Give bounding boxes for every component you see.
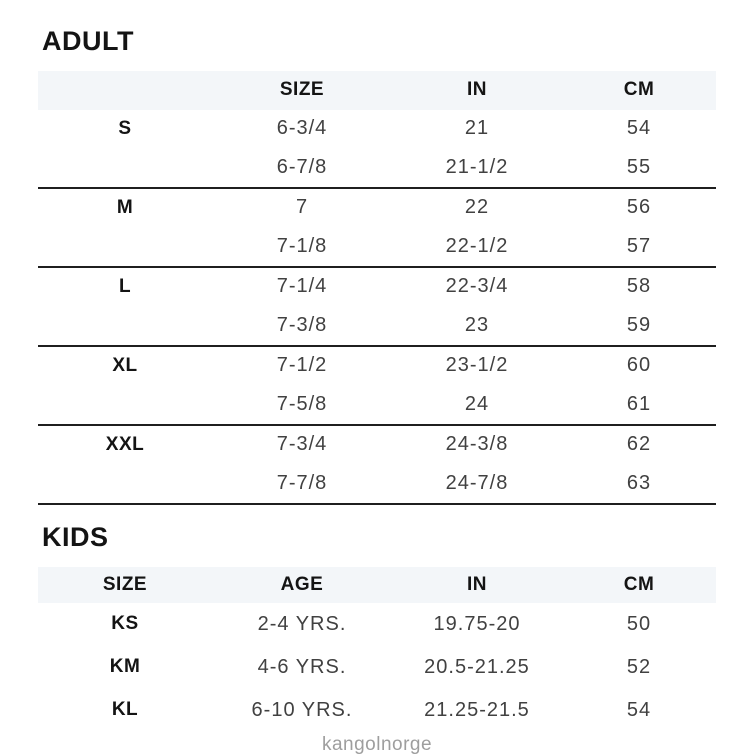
- inches-value: 24-3/8: [445, 433, 509, 456]
- table-row: M 7 22 56: [38, 189, 716, 228]
- inches-value: 24-7/8: [445, 471, 509, 494]
- age-value: 6-10 YRS.: [251, 698, 353, 721]
- hat-size-value: 7-3/4: [276, 433, 328, 456]
- size-label-empty: [38, 464, 212, 503]
- cm-value: 60: [626, 354, 652, 377]
- inches-value: 24: [464, 392, 490, 415]
- inches-value: 21-1/2: [445, 155, 509, 178]
- adult-header-size: SIZE: [279, 79, 325, 101]
- kids-header-in: IN: [467, 573, 487, 595]
- inches-value: 23-1/2: [445, 354, 509, 377]
- cm-value: 56: [626, 196, 652, 219]
- table-row: 7-5/8 24 61: [38, 385, 716, 424]
- kids-table-header-row: SIZE AGE IN CM: [38, 566, 716, 603]
- kids-header-cm: CM: [623, 573, 655, 595]
- table-row: 7-1/8 22-1/2 57: [38, 227, 716, 266]
- adult-header-blank: [38, 71, 212, 110]
- cm-value: 59: [626, 313, 652, 336]
- inches-value: 21.25-21.5: [424, 698, 530, 721]
- table-row: KM 4-6 YRS. 20.5-21.25 52: [38, 646, 716, 689]
- size-label: XXL: [105, 433, 145, 455]
- size-label: M: [116, 196, 134, 218]
- hat-size-value: 7-5/8: [276, 392, 328, 415]
- table-row: 7-7/8 24-7/8 63: [38, 464, 716, 503]
- adult-size-table: SIZE IN CM S 6-3/4 21 54 6-7/8 21-1/2 55…: [38, 71, 716, 505]
- size-label-empty: [38, 227, 212, 266]
- hat-size-value: 7-1/8: [276, 234, 328, 257]
- kids-header-age: AGE: [280, 573, 324, 595]
- kids-header-size: SIZE: [102, 573, 148, 595]
- size-label-empty: [38, 385, 212, 424]
- size-label-empty: [38, 306, 212, 345]
- size-label: KS: [111, 613, 139, 634]
- size-label-empty: [38, 148, 212, 187]
- hat-size-value: 6-7/8: [276, 155, 328, 178]
- cm-value: 61: [626, 392, 652, 415]
- cm-value: 55: [626, 155, 652, 178]
- table-row: 7-3/8 23 59: [38, 306, 716, 345]
- table-row: XXL 7-3/4 24-3/8 62: [38, 426, 716, 465]
- table-row: S 6-3/4 21 54: [38, 110, 716, 149]
- table-row: KL 6-10 YRS. 21.25-21.5 54: [38, 689, 716, 732]
- cm-value: 54: [626, 698, 652, 721]
- size-label: S: [118, 117, 132, 139]
- size-label: XL: [112, 354, 138, 376]
- cm-value: 58: [626, 275, 652, 298]
- watermark-text: kangolnorge: [321, 733, 433, 754]
- inches-value: 23: [464, 313, 490, 336]
- table-row: XL 7-1/2 23-1/2 60: [38, 347, 716, 386]
- cm-value: 63: [626, 471, 652, 494]
- hat-size-value: 7: [295, 196, 309, 219]
- size-label: KL: [111, 699, 139, 720]
- cm-value: 62: [626, 433, 652, 456]
- hat-size-value: 7-1/2: [276, 354, 328, 377]
- inches-value: 22-1/2: [445, 234, 509, 257]
- table-row: KS 2-4 YRS. 19.75-20 50: [38, 603, 716, 646]
- cm-value: 57: [626, 234, 652, 257]
- hat-size-value: 6-3/4: [276, 117, 328, 140]
- inches-value: 19.75-20: [433, 612, 521, 635]
- age-value: 4-6 YRS.: [257, 655, 347, 678]
- inches-value: 21: [464, 117, 490, 140]
- hat-size-value: 7-3/8: [276, 313, 328, 336]
- cm-value: 54: [626, 117, 652, 140]
- cm-value: 52: [626, 655, 652, 678]
- inches-value: 22: [464, 196, 490, 219]
- table-row: 6-7/8 21-1/2 55: [38, 148, 716, 187]
- adult-size-group-l: L 7-1/4 22-3/4 58 7-3/8 23 59: [38, 268, 716, 347]
- adult-size-group-xl: XL 7-1/2 23-1/2 60 7-5/8 24 61: [38, 347, 716, 426]
- age-value: 2-4 YRS.: [257, 612, 347, 635]
- table-row: L 7-1/4 22-3/4 58: [38, 268, 716, 307]
- kids-section-title: KIDS: [42, 521, 109, 552]
- adult-table-header-row: SIZE IN CM: [38, 71, 716, 110]
- adult-size-group-s: S 6-3/4 21 54 6-7/8 21-1/2 55: [38, 110, 716, 189]
- inches-value: 20.5-21.25: [424, 655, 530, 678]
- adult-header-in: IN: [467, 79, 487, 101]
- adult-size-group-m: M 7 22 56 7-1/8 22-1/2 57: [38, 189, 716, 268]
- adult-header-cm: CM: [623, 79, 655, 101]
- kids-size-table: SIZE AGE IN CM KS 2-4 YRS. 19.75-20 50 K…: [38, 566, 716, 732]
- adult-size-group-xxl: XXL 7-3/4 24-3/8 62 7-7/8 24-7/8 63: [38, 426, 716, 505]
- hat-size-value: 7-1/4: [276, 275, 328, 298]
- hat-size-value: 7-7/8: [276, 471, 328, 494]
- cm-value: 50: [626, 612, 652, 635]
- size-label: KM: [109, 656, 141, 677]
- size-label: L: [118, 275, 132, 297]
- adult-section-title: ADULT: [42, 26, 134, 56]
- inches-value: 22-3/4: [445, 275, 509, 298]
